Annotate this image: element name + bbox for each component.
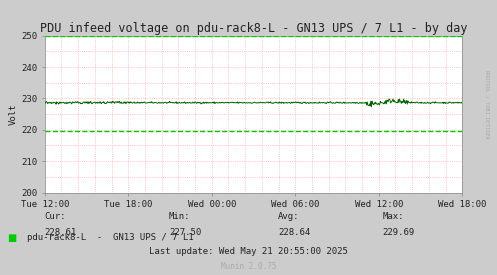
Text: Avg:: Avg: [278,212,300,221]
Text: Max:: Max: [383,212,404,221]
Text: Min:: Min: [169,212,190,221]
Text: 227.50: 227.50 [169,228,201,237]
Text: 228.61: 228.61 [45,228,77,237]
Y-axis label: Volt: Volt [9,103,18,125]
Text: Last update: Wed May 21 20:55:00 2025: Last update: Wed May 21 20:55:00 2025 [149,248,348,256]
Text: 229.69: 229.69 [383,228,415,237]
Title: PDU infeed voltage on pdu-rack8-L - GN13 UPS / 7 L1 - by day: PDU infeed voltage on pdu-rack8-L - GN13… [40,21,467,35]
Text: Cur:: Cur: [45,212,66,221]
Text: ■: ■ [7,233,17,243]
Text: pdu-rack8-L  -  GN13 UPS / 7 L1: pdu-rack8-L - GN13 UPS / 7 L1 [27,233,194,242]
Text: RRDTOOL / TOBI OETIKER: RRDTOOL / TOBI OETIKER [485,70,490,139]
Text: 228.64: 228.64 [278,228,311,237]
Text: Munin 2.0.75: Munin 2.0.75 [221,262,276,271]
